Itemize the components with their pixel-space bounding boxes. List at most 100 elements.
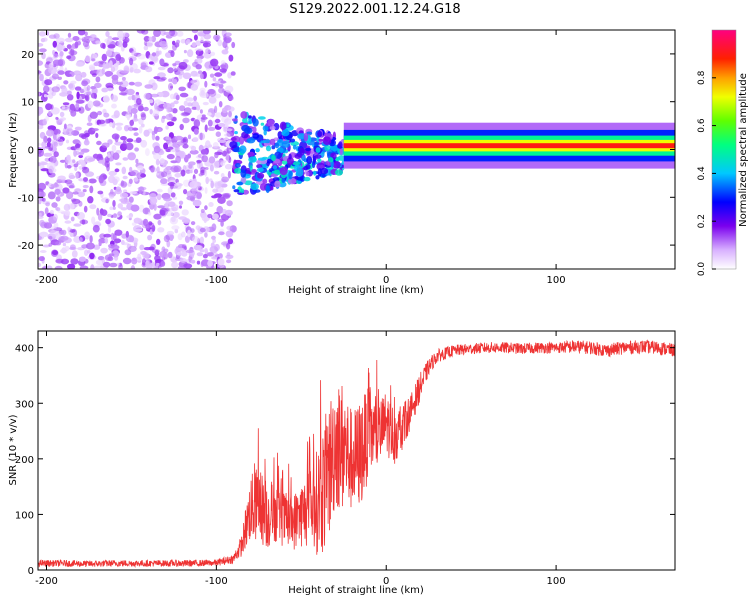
colorbar-tick-label: 0.8	[697, 70, 707, 85]
spectrogram-blob	[95, 259, 103, 266]
spectrogram-blob	[87, 100, 94, 109]
spectrogram-blob	[206, 252, 215, 257]
spectrogram-blob	[67, 263, 76, 269]
spectrogram-blob	[218, 87, 225, 94]
spectrogram-blob	[155, 158, 160, 166]
spectrogram-blob	[107, 139, 113, 145]
spectrogram-blob	[226, 252, 231, 257]
spectrogram-blob	[174, 135, 184, 141]
spectrogram-blob	[127, 245, 137, 252]
spectrogram-blob	[237, 181, 244, 186]
spectrogram-blob	[271, 154, 276, 162]
spectrogram-blob	[151, 82, 158, 91]
spectrogram-blob	[79, 265, 89, 269]
spectrogram-blob	[189, 180, 198, 189]
spectrogram-blob	[87, 250, 91, 254]
spectrogram-blob	[67, 226, 71, 232]
spectrogram-blob	[200, 36, 204, 43]
spectrogram-blob	[182, 143, 189, 149]
spectrogram-blob	[61, 229, 67, 236]
spectrogram-blob	[130, 265, 136, 269]
snr-x-axis-label: Height of straight line (km)	[288, 585, 424, 596]
spectrogram-blob	[185, 169, 191, 174]
spectrogram-blob	[83, 177, 88, 182]
spectrogram-blob	[64, 37, 74, 43]
spectrogram-blob	[85, 242, 95, 250]
spectrogram-blob	[55, 258, 64, 264]
spectrogram-blob	[212, 77, 217, 82]
spectrogram-blob	[73, 149, 77, 157]
spectrogram-blob	[213, 34, 221, 41]
spectrogram-blob	[59, 235, 69, 241]
spectrogram-blob	[39, 73, 44, 82]
spectrogram-blob	[38, 31, 47, 37]
spectrogram-blob	[171, 261, 179, 269]
spectrogram-blob	[226, 200, 233, 207]
spectrogram-blob	[274, 180, 281, 188]
spectrogram-blob	[180, 38, 187, 44]
spectrogram-blob	[91, 128, 99, 132]
spectrogram-blob	[209, 164, 214, 172]
spectrogram-blob	[92, 153, 99, 159]
spectrogram-blob	[328, 157, 334, 163]
spectrogram-blob	[120, 207, 128, 211]
spectrogram-blob	[72, 191, 79, 195]
spectrogram-blob	[208, 89, 217, 98]
spectrogram-blob	[218, 160, 227, 164]
spectrogram-blob	[292, 144, 297, 150]
spectrogram-blob	[315, 175, 320, 180]
spectrogram-blob	[144, 84, 153, 89]
spectrogram-blob	[317, 131, 323, 137]
spectrogram-blob	[147, 234, 153, 241]
spectrogram-blob	[167, 67, 174, 74]
spectrogram-blob	[44, 79, 53, 86]
spectrogram-blob	[217, 258, 225, 266]
spectrogram-blob	[110, 66, 116, 73]
spectrogram-blob	[145, 262, 153, 269]
spectrogram-blob	[54, 265, 63, 269]
spectrogram-blob	[175, 155, 182, 164]
spectrogram-blob	[126, 215, 133, 219]
spectrogram-blob	[145, 148, 150, 157]
spectrogram-blob	[173, 211, 180, 218]
spectrogram-blob	[211, 195, 218, 199]
spectrogram-blob	[210, 180, 214, 189]
spectrogram-blob	[169, 93, 175, 100]
spectrogram-blob	[151, 52, 157, 57]
spectrogram-blob	[214, 243, 220, 252]
y-tick-label: 100	[15, 510, 34, 521]
x-tick-label: -100	[205, 275, 228, 286]
spectrogram-blob	[242, 117, 248, 124]
spectrogram-blob	[96, 207, 100, 216]
spectrogram-blob	[134, 147, 140, 152]
spectrogram-blob	[48, 236, 53, 240]
spectrogram-blob	[49, 155, 57, 164]
spectrogram-blob	[270, 186, 274, 191]
spectrogram-blob	[65, 73, 72, 78]
x-tick-label: 0	[383, 576, 389, 587]
spectrogram-blob	[109, 262, 118, 268]
spectrogram-blob	[57, 210, 65, 214]
spectrogram-blob	[54, 188, 61, 195]
spectrogram-blob	[212, 252, 219, 259]
spectrogram-blob	[150, 165, 155, 173]
spectrogram-blob	[183, 49, 187, 54]
spectrogram-blob	[220, 60, 226, 66]
spectrogram-blob	[205, 48, 211, 54]
spectrogram-blob	[74, 86, 82, 91]
spectrogram-blob	[89, 204, 97, 210]
spectrogram-blob	[83, 139, 90, 146]
spectrogram-blob	[94, 220, 101, 225]
spectrogram-blob	[58, 118, 64, 123]
spectrogram-blob	[70, 258, 79, 265]
spectrogram-blob	[160, 260, 166, 267]
spectrogram-blob	[157, 227, 165, 233]
spectrogram-blob	[98, 119, 106, 125]
spectrogram-blob	[207, 260, 214, 267]
spectrogram-blob	[120, 136, 127, 141]
spectrogram-blob	[192, 199, 202, 207]
spectrogram-blob	[193, 95, 198, 102]
spectrogram-blob	[133, 217, 141, 224]
spectrogram-blob	[70, 110, 77, 117]
spectrogram-blob	[57, 70, 65, 75]
